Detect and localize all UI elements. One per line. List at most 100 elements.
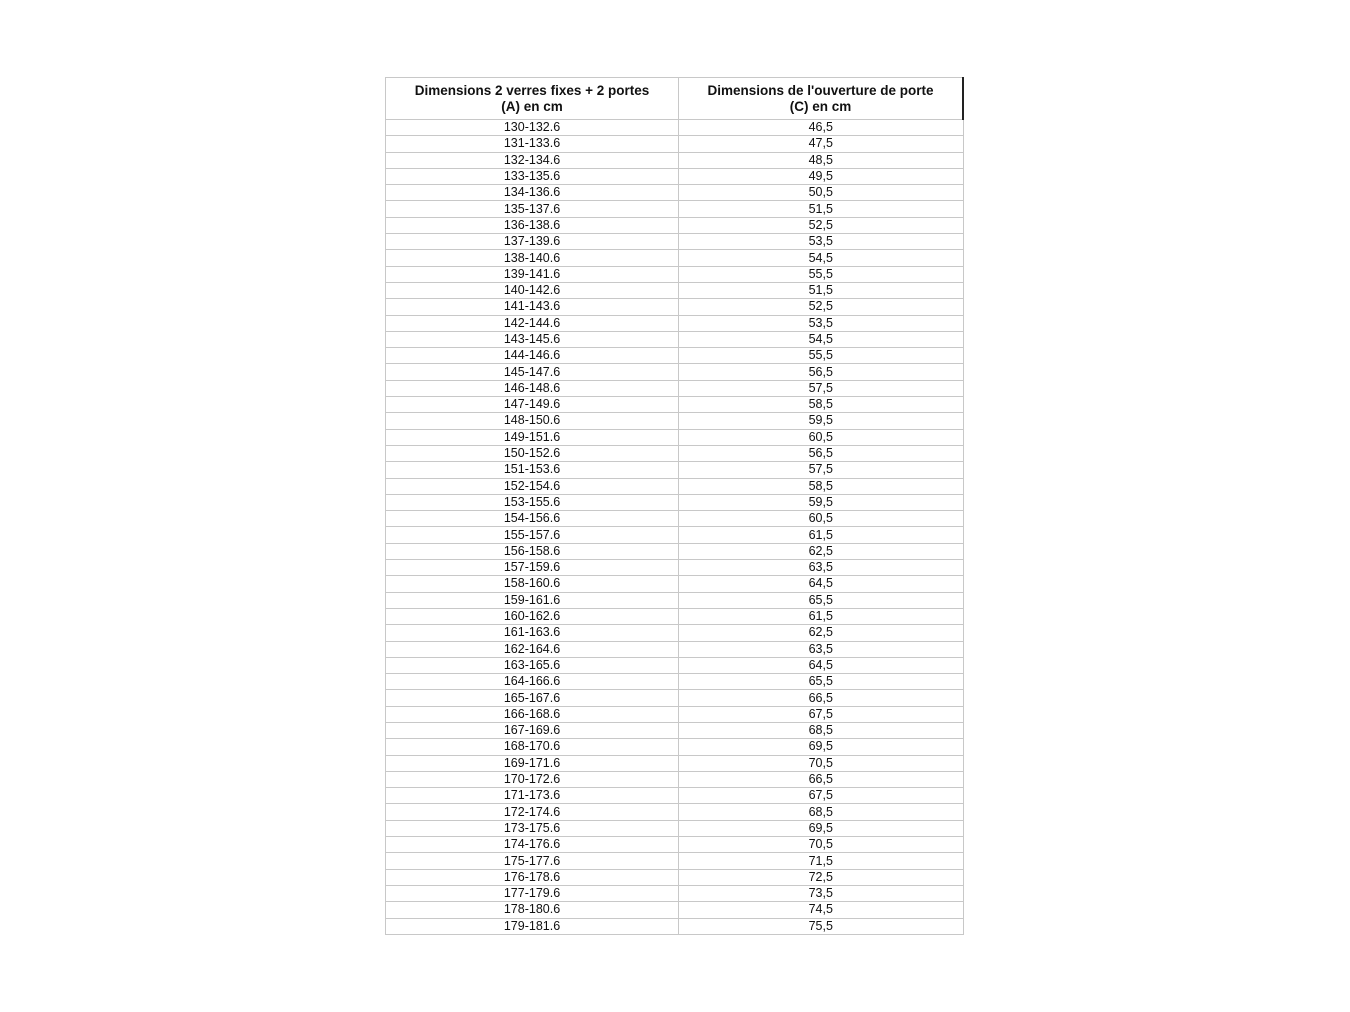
cell-opening-c: 55,5 [678, 347, 964, 365]
cell-dimensions-a: 179-181.6 [385, 917, 679, 935]
table-row: 160-162.6 61,5 [385, 607, 964, 626]
table-row: 130-132.6 46,5 [385, 118, 964, 137]
table-row: 140-142.6 51,5 [385, 281, 964, 300]
cell-opening-c: 70,5 [678, 754, 964, 772]
cell-opening-c: 55,5 [678, 265, 964, 283]
cell-dimensions-a: 167-169.6 [385, 721, 679, 740]
table-row: 171-173.6 67,5 [385, 787, 964, 805]
cell-opening-c: 49,5 [678, 167, 964, 186]
table-row: 172-174.6 68,5 [385, 803, 964, 821]
cell-dimensions-a: 132-134.6 [385, 151, 679, 169]
cell-dimensions-a: 137-139.6 [385, 233, 679, 251]
header-row: Dimensions 2 verres fixes + 2 portes (A) … [385, 77, 964, 120]
cell-opening-c: 56,5 [678, 363, 964, 381]
table-row: 163-165.6 64,5 [385, 656, 964, 675]
cell-dimensions-a: 154-156.6 [385, 510, 679, 528]
cell-dimensions-a: 151-153.6 [385, 461, 679, 479]
cell-dimensions-a: 158-160.6 [385, 575, 679, 593]
cell-dimensions-a: 159-161.6 [385, 591, 679, 609]
cell-dimensions-a: 155-157.6 [385, 526, 679, 544]
cell-opening-c: 75,5 [678, 917, 964, 935]
cell-dimensions-a: 143-145.6 [385, 330, 679, 349]
cell-dimensions-a: 165-167.6 [385, 689, 679, 707]
table-row: 175-177.6 71,5 [385, 852, 964, 870]
table-row: 161-163.6 62,5 [385, 624, 964, 642]
table-row: 142-144.6 53,5 [385, 314, 964, 332]
cell-dimensions-a: 141-143.6 [385, 298, 679, 316]
table-row: 143-145.6 54,5 [385, 330, 964, 349]
cell-opening-c: 69,5 [678, 738, 964, 756]
cell-opening-c: 66,5 [678, 770, 964, 789]
table-row: 132-134.6 48,5 [385, 151, 964, 169]
table-row: 146-148.6 57,5 [385, 379, 964, 398]
table-row: 168-170.6 69,5 [385, 738, 964, 756]
cell-opening-c: 51,5 [678, 281, 964, 300]
cell-opening-c: 60,5 [678, 428, 964, 446]
table-row: 152-154.6 58,5 [385, 477, 964, 495]
cell-dimensions-a: 153-155.6 [385, 493, 679, 512]
header-line: Dimensions 2 verres fixes + 2 portes [414, 82, 650, 98]
table-row: 156-158.6 62,5 [385, 542, 964, 561]
table-row: 159-161.6 65,5 [385, 591, 964, 609]
table-row: 139-141.6 55,5 [385, 265, 964, 283]
table-row: 166-168.6 67,5 [385, 705, 964, 723]
table-row: 133-135.6 49,5 [385, 167, 964, 186]
table-row: 177-179.6 73,5 [385, 884, 964, 903]
cell-opening-c: 68,5 [678, 721, 964, 740]
cell-opening-c: 70,5 [678, 836, 964, 854]
cell-dimensions-a: 148-150.6 [385, 412, 679, 430]
cell-opening-c: 53,5 [678, 233, 964, 251]
cell-opening-c: 53,5 [678, 314, 964, 332]
cell-opening-c: 48,5 [678, 151, 964, 169]
cell-dimensions-a: 133-135.6 [385, 167, 679, 186]
cell-opening-c: 47,5 [678, 135, 964, 153]
cell-opening-c: 67,5 [678, 705, 964, 723]
cell-dimensions-a: 147-149.6 [385, 396, 679, 414]
cell-opening-c: 61,5 [678, 607, 964, 626]
cell-dimensions-a: 164-166.6 [385, 673, 679, 691]
header-dimensions-c: Dimensions de l'ouverture de porte (C) en… [678, 77, 964, 120]
cell-opening-c: 72,5 [678, 868, 964, 886]
cell-dimensions-a: 162-164.6 [385, 640, 679, 658]
cell-dimensions-a: 139-141.6 [385, 265, 679, 283]
cell-dimensions-a: 131-133.6 [385, 135, 679, 153]
cell-opening-c: 46,5 [678, 118, 964, 137]
cell-dimensions-a: 168-170.6 [385, 738, 679, 756]
cell-dimensions-a: 171-173.6 [385, 787, 679, 805]
cell-dimensions-a: 173-175.6 [385, 819, 679, 838]
cell-dimensions-a: 157-159.6 [385, 559, 679, 577]
cell-dimensions-a: 136-138.6 [385, 216, 679, 235]
cell-opening-c: 62,5 [678, 542, 964, 561]
table-row: 167-169.6 68,5 [385, 721, 964, 740]
cell-dimensions-a: 140-142.6 [385, 281, 679, 300]
cell-dimensions-a: 144-146.6 [385, 347, 679, 365]
cell-opening-c: 52,5 [678, 216, 964, 235]
cell-dimensions-a: 130-132.6 [385, 118, 679, 137]
table-row: 134-136.6 50,5 [385, 184, 964, 202]
cell-opening-c: 52,5 [678, 298, 964, 316]
cell-opening-c: 74,5 [678, 901, 964, 919]
cell-dimensions-a: 138-140.6 [385, 249, 679, 267]
table-row: 173-175.6 69,5 [385, 819, 964, 838]
header-line: (A) en cm [501, 98, 563, 114]
cell-opening-c: 67,5 [678, 787, 964, 805]
cell-opening-c: 65,5 [678, 591, 964, 609]
table-row: 178-180.6 74,5 [385, 901, 964, 919]
cell-opening-c: 64,5 [678, 656, 964, 675]
table-row: 136-138.6 52,5 [385, 216, 964, 235]
table-row: 153-155.6 59,5 [385, 493, 964, 512]
cell-dimensions-a: 149-151.6 [385, 428, 679, 446]
cell-dimensions-a: 145-147.6 [385, 363, 679, 381]
cell-dimensions-a: 152-154.6 [385, 477, 679, 495]
cell-opening-c: 56,5 [678, 444, 964, 463]
header-line: Dimensions de l'ouverture de porte [707, 82, 934, 98]
table-row: 135-137.6 51,5 [385, 200, 964, 218]
table-row: 155-157.6 61,5 [385, 526, 964, 544]
cell-opening-c: 58,5 [678, 396, 964, 414]
cell-opening-c: 68,5 [678, 803, 964, 821]
table-row: 147-149.6 58,5 [385, 396, 964, 414]
cell-dimensions-a: 174-176.6 [385, 836, 679, 854]
cell-opening-c: 62,5 [678, 624, 964, 642]
table-row: 144-146.6 55,5 [385, 347, 964, 365]
cell-opening-c: 61,5 [678, 526, 964, 544]
